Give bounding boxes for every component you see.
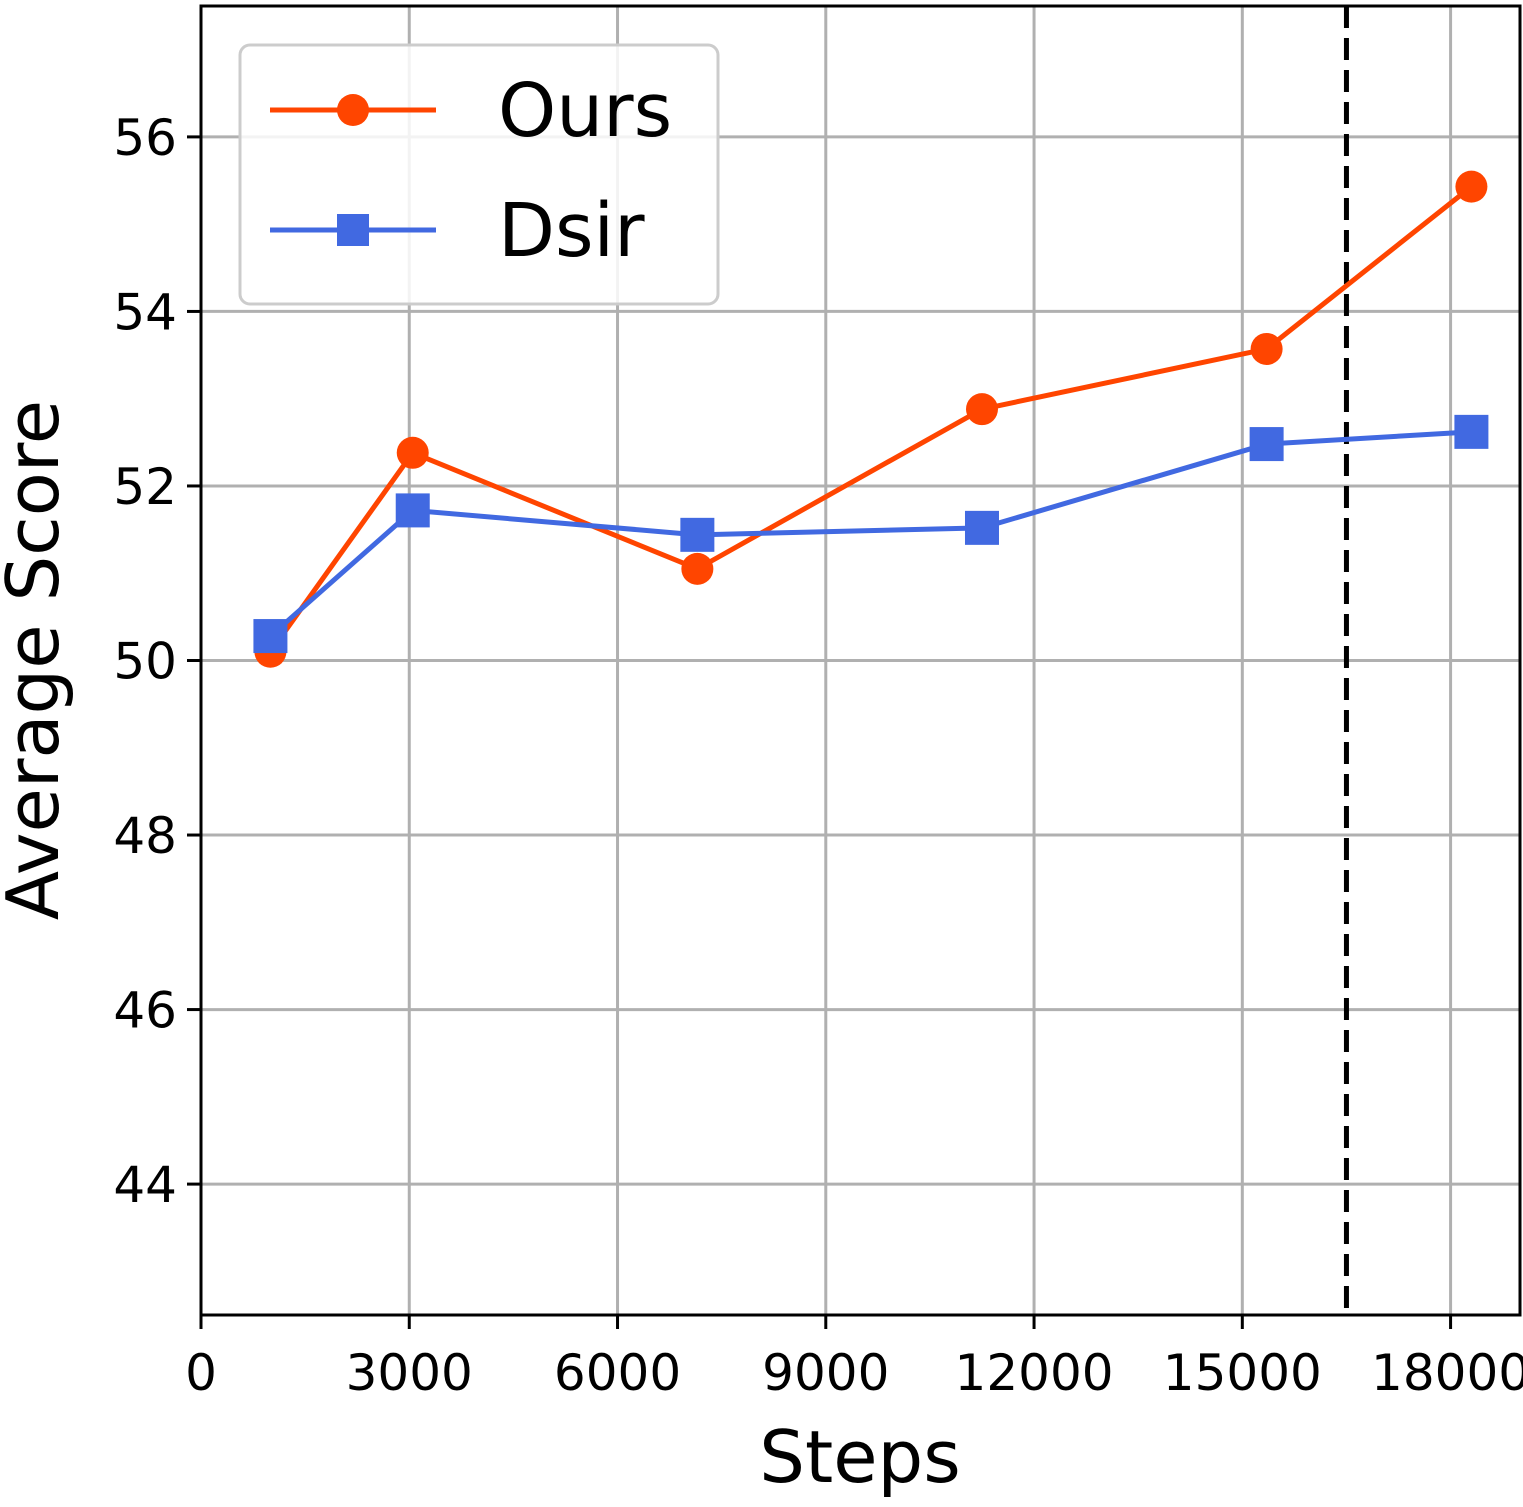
series-layer — [253, 170, 1489, 668]
x-tick-label: 9000 — [762, 1344, 889, 1402]
y-axis-title: Average Score — [0, 400, 75, 920]
legend-ours-label: Ours — [498, 68, 672, 154]
axis-ticks: 0 3000 6000 9000 12000 15000 18000 44 46 48 50 52 54… — [113, 109, 1523, 1402]
y-tick-label: 46 — [113, 982, 177, 1040]
legend-dsir-label: Dsir — [498, 188, 645, 274]
grid — [199, 6, 1520, 1315]
series-line-ours — [268, 184, 1473, 654]
y-tick-label: 52 — [113, 458, 177, 516]
data-point-ours — [965, 393, 998, 426]
x-tick-label: 12000 — [955, 1344, 1114, 1402]
y-tick-label: 54 — [113, 283, 177, 341]
y-tick-label: 48 — [113, 807, 177, 865]
x-tick-label: 15000 — [1163, 1344, 1322, 1402]
data-point-dsir — [964, 510, 999, 545]
y-tick-label: 50 — [113, 633, 177, 691]
legend: Ours Dsir — [238, 43, 720, 306]
x-axis-title: Steps — [759, 1415, 960, 1499]
y-tick-label: 56 — [113, 109, 177, 167]
data-point-ours — [1455, 170, 1488, 203]
data-point-dsir — [1249, 427, 1284, 462]
x-tick-label: 18000 — [1371, 1344, 1523, 1402]
series-dsir — [253, 414, 1489, 654]
data-point-ours — [396, 436, 429, 469]
data-point-dsir — [253, 619, 288, 654]
data-point-dsir — [395, 493, 430, 528]
y-tick-label: 44 — [113, 1156, 177, 1214]
x-tick-label: 0 — [185, 1344, 217, 1402]
x-tick-label: 6000 — [554, 1344, 681, 1402]
legend-dsir-marker — [337, 214, 369, 246]
data-point-dsir — [1454, 414, 1489, 449]
data-point-ours — [1250, 332, 1283, 365]
series-line-dsir — [268, 429, 1472, 638]
legend-ours-marker — [337, 94, 369, 126]
x-tick-label: 3000 — [346, 1344, 473, 1402]
data-point-dsir — [680, 517, 715, 552]
data-point-ours — [681, 552, 714, 585]
